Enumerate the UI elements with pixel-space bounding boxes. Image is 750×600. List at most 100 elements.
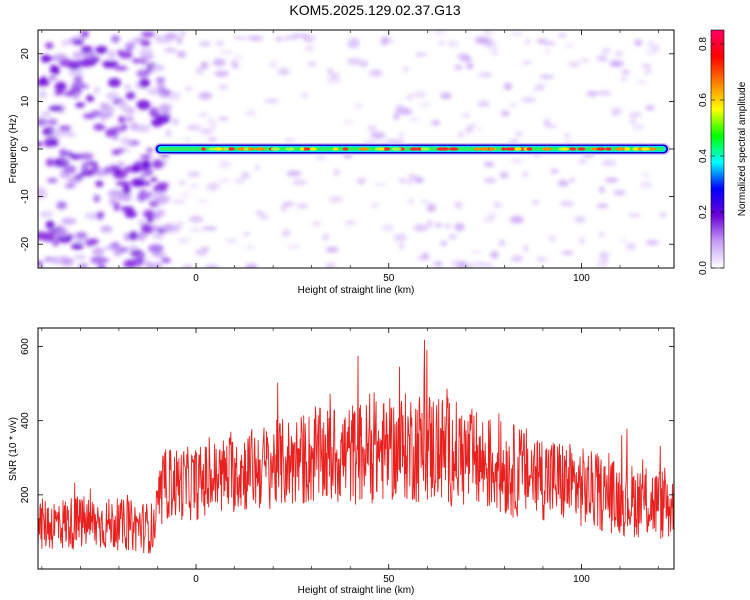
noise-blob xyxy=(479,262,495,267)
noise-blob xyxy=(481,72,493,77)
carrier-hotspot xyxy=(591,147,597,151)
carrier-hotspot xyxy=(623,147,629,151)
noise-blob xyxy=(111,34,120,43)
noise-blob xyxy=(579,237,585,245)
noise-blob xyxy=(198,41,212,47)
noise-blob xyxy=(56,227,68,237)
noise-blob xyxy=(367,125,378,132)
noise-blob xyxy=(59,148,67,158)
noise-blob xyxy=(137,219,147,225)
noise-blob xyxy=(625,243,636,251)
noise-blob xyxy=(136,251,146,259)
noise-blob xyxy=(160,257,171,263)
snr-series-line xyxy=(38,339,674,554)
noise-blob xyxy=(596,55,608,62)
noise-blob xyxy=(86,161,98,166)
noise-blob xyxy=(559,200,575,207)
noise-blob xyxy=(634,39,643,47)
noise-blob xyxy=(233,36,248,40)
noise-blob xyxy=(200,61,209,70)
noise-blob xyxy=(138,78,151,88)
noise-blob xyxy=(609,61,621,67)
noise-blob xyxy=(292,179,308,186)
noise-blob xyxy=(218,160,231,169)
noise-blob xyxy=(613,190,626,196)
noise-blob xyxy=(647,40,656,49)
noise-blob xyxy=(254,165,260,171)
noise-blob xyxy=(113,65,129,71)
snr-y-tick-label: 200 xyxy=(20,486,31,503)
noise-blob xyxy=(103,110,114,118)
noise-blob xyxy=(90,110,103,117)
noise-blob xyxy=(282,201,295,207)
noise-blob xyxy=(304,46,315,51)
noise-blob xyxy=(286,244,301,249)
noise-blob xyxy=(198,112,208,117)
carrier-hotspot xyxy=(385,147,390,151)
noise-blob xyxy=(645,240,660,245)
noise-blob xyxy=(92,247,105,256)
noise-blob xyxy=(195,67,204,75)
snr-x-tick-label: 50 xyxy=(383,574,395,585)
noise-blob xyxy=(542,40,556,46)
noise-blob xyxy=(177,237,191,244)
noise-blob xyxy=(219,50,234,55)
noise-blob xyxy=(632,123,645,131)
carrier-hotspot xyxy=(378,147,385,151)
carrier-hotspot xyxy=(229,147,235,151)
noise-blob xyxy=(93,123,106,131)
colorbar-label: Normalized spectral amplitude xyxy=(737,81,748,216)
noise-blob xyxy=(172,200,187,204)
noise-blob xyxy=(78,263,89,268)
noise-blob xyxy=(72,51,81,59)
noise-blob xyxy=(124,115,135,123)
noise-blob xyxy=(154,209,166,217)
noise-blob xyxy=(230,60,239,66)
noise-blob xyxy=(628,112,642,118)
carrier-hotspot xyxy=(501,147,506,151)
noise-blob xyxy=(315,154,327,161)
noise-blob xyxy=(139,48,154,57)
noise-blob xyxy=(164,48,177,53)
noise-blob xyxy=(147,87,162,96)
noise-blob xyxy=(274,37,284,41)
noise-blob xyxy=(466,62,474,70)
noise-blob xyxy=(630,118,636,125)
colorbar-tick-label: 0.2 xyxy=(698,205,709,219)
noise-blob xyxy=(544,124,558,129)
noise-blob xyxy=(483,30,493,36)
noise-blob xyxy=(231,64,240,69)
noise-blob xyxy=(141,159,151,170)
noise-blob xyxy=(601,48,611,54)
noise-blob xyxy=(136,124,151,133)
noise-blob xyxy=(601,160,617,167)
noise-blob xyxy=(264,99,279,104)
noise-blob xyxy=(61,217,77,225)
noise-blob xyxy=(245,263,258,268)
noise-blob xyxy=(118,115,126,124)
noise-blob xyxy=(420,199,430,203)
noise-blob xyxy=(97,263,106,268)
noise-blob xyxy=(306,62,317,66)
noise-blob xyxy=(171,118,180,125)
noise-blob xyxy=(38,89,47,100)
noise-blob xyxy=(421,252,429,259)
noise-blob xyxy=(131,177,145,188)
noise-blob xyxy=(511,255,524,262)
noise-blob xyxy=(521,96,536,103)
noise-blob xyxy=(448,233,457,240)
noise-blob xyxy=(356,177,366,185)
noise-blob xyxy=(412,90,427,99)
noise-blob xyxy=(413,224,429,232)
noise-blob xyxy=(132,163,140,173)
noise-blob xyxy=(80,30,89,38)
spectrogram-y-tick-label: 10 xyxy=(20,95,31,107)
noise-blob xyxy=(150,177,158,182)
noise-blob xyxy=(81,57,91,68)
noise-blob xyxy=(483,161,495,167)
noise-blob xyxy=(461,56,472,62)
noise-blob xyxy=(344,220,357,225)
noise-blob-layer xyxy=(38,30,667,268)
carrier-hotspot xyxy=(208,147,216,151)
noise-blob xyxy=(406,94,413,101)
